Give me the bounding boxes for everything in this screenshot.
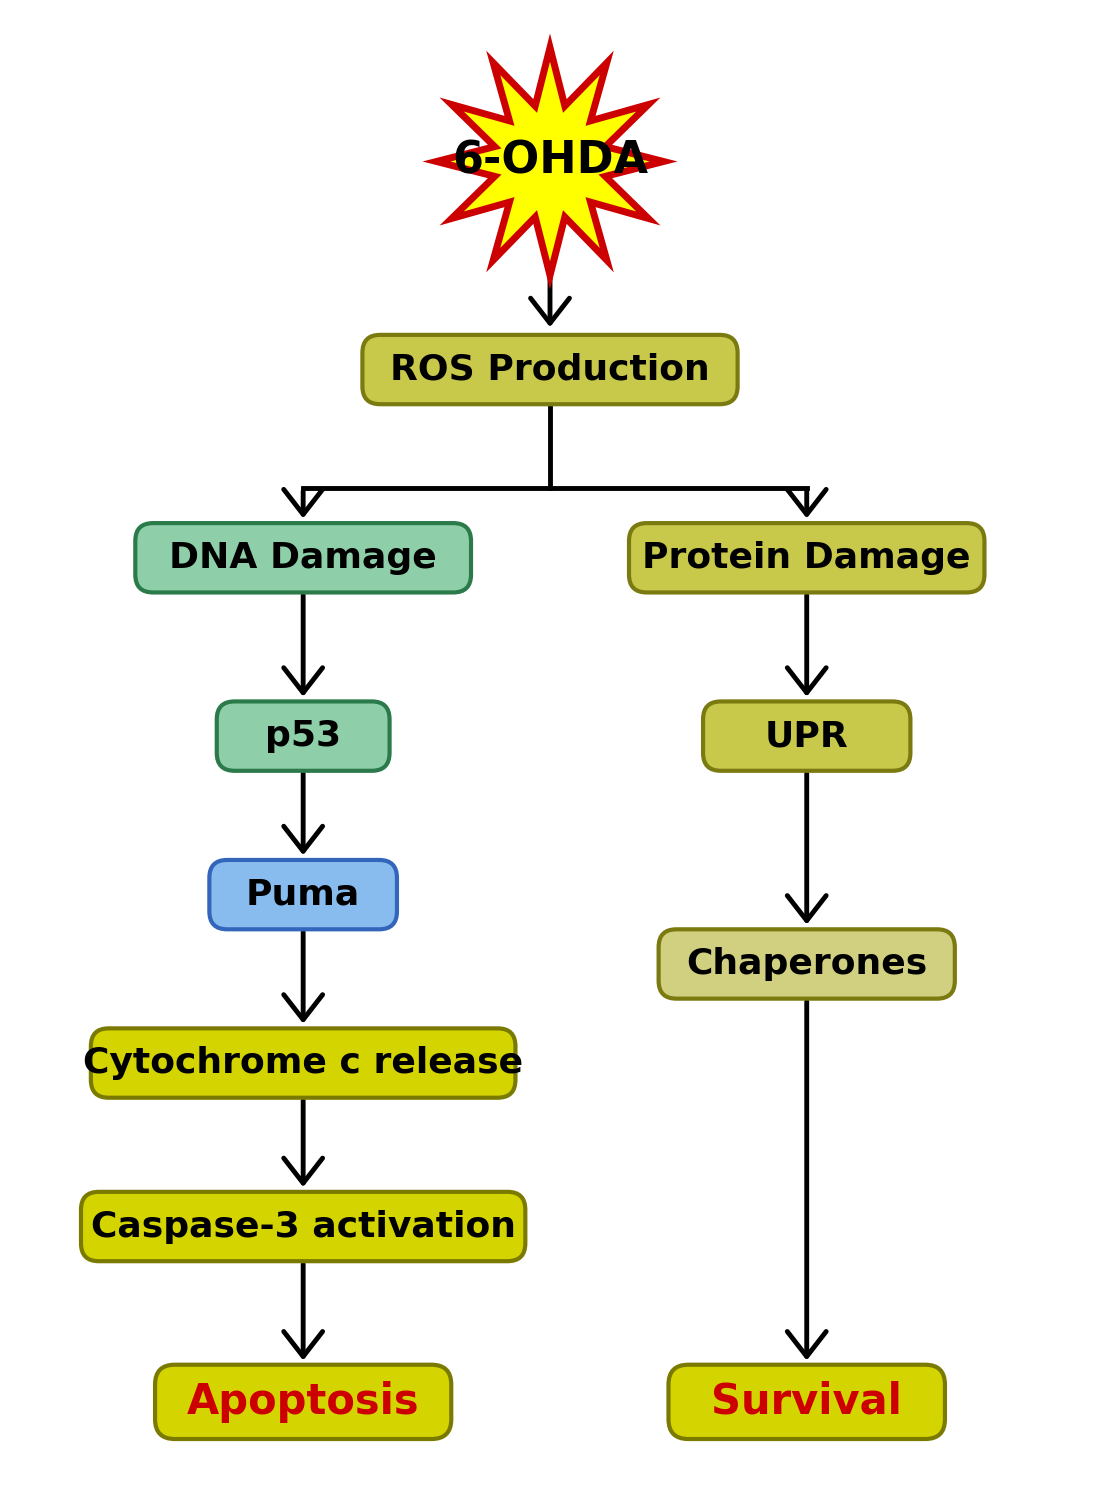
Text: Cytochrome c release: Cytochrome c release — [83, 1046, 523, 1080]
FancyBboxPatch shape — [704, 702, 911, 770]
Text: Survival: Survival — [711, 1381, 902, 1423]
FancyBboxPatch shape — [91, 1028, 515, 1098]
FancyBboxPatch shape — [658, 929, 955, 999]
FancyBboxPatch shape — [362, 335, 738, 404]
FancyBboxPatch shape — [629, 524, 984, 592]
Polygon shape — [436, 48, 664, 275]
Text: Puma: Puma — [246, 878, 360, 911]
FancyBboxPatch shape — [155, 1364, 451, 1439]
Text: 6-OHDA: 6-OHDA — [451, 141, 648, 183]
Text: ROS Production: ROS Production — [390, 353, 710, 386]
Text: Chaperones: Chaperones — [686, 947, 927, 981]
Text: p53: p53 — [265, 720, 341, 752]
Text: UPR: UPR — [765, 720, 849, 752]
Text: DNA Damage: DNA Damage — [170, 540, 437, 574]
Text: Protein Damage: Protein Damage — [643, 540, 971, 574]
FancyBboxPatch shape — [81, 1192, 525, 1261]
FancyBboxPatch shape — [209, 860, 397, 929]
Text: Apoptosis: Apoptosis — [187, 1381, 419, 1423]
FancyBboxPatch shape — [135, 524, 471, 592]
FancyBboxPatch shape — [217, 702, 390, 770]
Text: Caspase-3 activation: Caspase-3 activation — [90, 1209, 515, 1243]
FancyBboxPatch shape — [668, 1364, 945, 1439]
